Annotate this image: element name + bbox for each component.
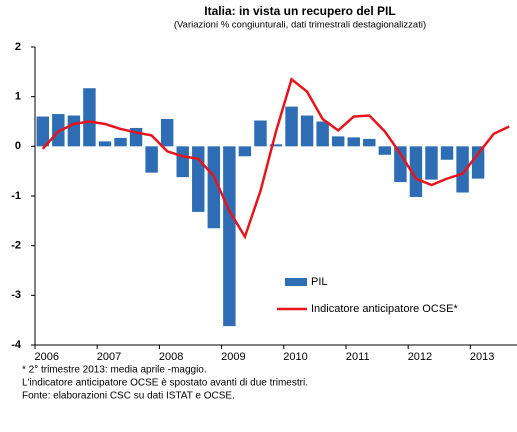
legend-label: PIL [311,276,328,288]
bar [425,146,438,180]
bar [316,121,329,147]
footnote: Fonte: elaborazioni CSC su dati ISTAT e … [22,391,235,402]
bar [440,146,454,160]
footnote: * 2° trimestre 2013: media aprile -maggi… [22,365,207,376]
bar [269,144,283,147]
bar [254,120,267,147]
x-tick-label: 2012 [408,351,432,363]
bar [114,137,127,147]
bar [378,146,392,155]
y-tick-label: 0 [15,140,21,152]
bar [331,136,345,147]
footnote: L'indicatore anticipatore OCSE è spostat… [22,378,308,389]
x-tick-label: 2013 [470,351,494,363]
bar [98,141,112,147]
chart-subtitle: (Variazioni % congiunturali, dati trimes… [174,20,426,31]
bar [394,146,407,183]
bar [192,146,205,212]
bar [83,88,96,147]
x-tick-label: 2011 [346,351,370,363]
x-tick-label: 2009 [221,351,245,363]
x-tick-label: 2010 [283,351,307,363]
bar [409,146,423,197]
legend-label: Indicatore anticipatore OCSE* [311,303,458,315]
legend-swatch [285,278,307,286]
bar [456,146,469,193]
bar [160,119,174,147]
chart-title: Italia: in vista un recupero del PIL [204,4,395,18]
bar [36,116,49,147]
y-tick-label: -3 [11,289,21,301]
bar [363,138,376,147]
bar [223,146,236,327]
bar [471,146,485,179]
y-tick-label: 1 [15,91,21,103]
bar [67,115,81,147]
y-tick-label: -4 [11,339,22,351]
bar [347,137,360,147]
bar [176,146,189,178]
bar [145,146,158,173]
y-tick-label: 2 [15,41,21,53]
y-tick-label: -2 [11,240,21,252]
x-tick-label: 2006 [35,351,59,363]
line [41,77,510,240]
y-tick-label: -1 [11,190,21,202]
x-tick-label: 2007 [97,351,121,363]
bar [300,115,314,147]
bar [207,146,221,229]
bar [285,106,298,147]
bar [238,146,252,157]
x-tick-label: 2008 [159,351,183,363]
